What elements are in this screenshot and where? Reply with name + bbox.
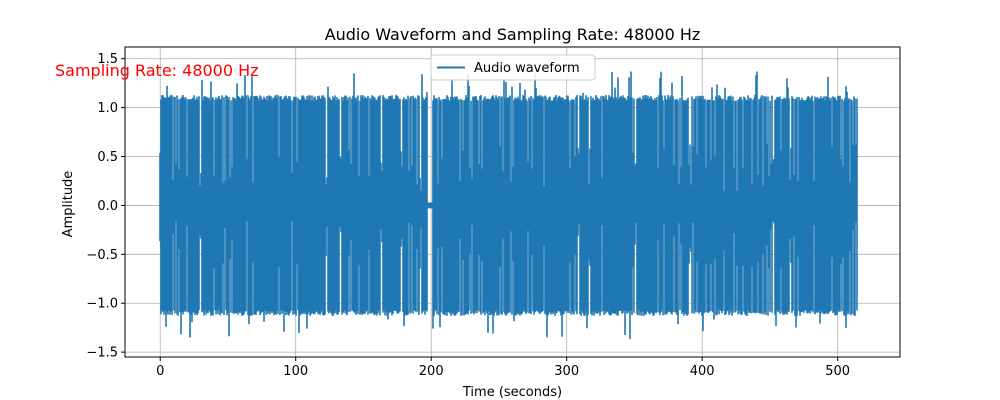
y-tick-label: 0.0 [97,199,118,214]
x-tick-label: 0 [156,364,164,379]
y-tick-label: 1.5 [97,52,118,67]
x-tick-label: 300 [554,364,579,379]
y-tick-label: −1.0 [86,297,118,312]
y-axis-label: Amplitude [61,171,76,238]
y-tick-label: 0.5 [97,150,118,165]
x-tick-label: 400 [690,364,715,379]
axis-ticks: 0 100 200 300 400 500 −1.5 −1.0 −0.5 0.0 0.5 1.0 1.5 [86,52,850,379]
plot-frame [124,46,901,358]
x-tick-label: 500 [825,364,850,379]
y-tick-label: −0.5 [86,248,118,263]
legend-entry-audio-waveform: Audio waveform [474,61,580,76]
legend-box [430,54,596,81]
series-audio-waveform [159,71,858,340]
x-tick-label: 100 [283,364,308,379]
y-tick-label: 1.0 [97,101,118,116]
y-tick-label: −1.5 [86,346,118,361]
legend: Audio waveform [430,54,596,81]
waveform-line [159,71,858,340]
chart-title: Audio Waveform and Sampling Rate: 48000 … [325,25,701,44]
x-axis-label: Time (seconds) [462,385,562,400]
x-tick-label: 200 [419,364,444,379]
sampling-rate-annotation: Sampling Rate: 48000 Hz [55,61,259,80]
